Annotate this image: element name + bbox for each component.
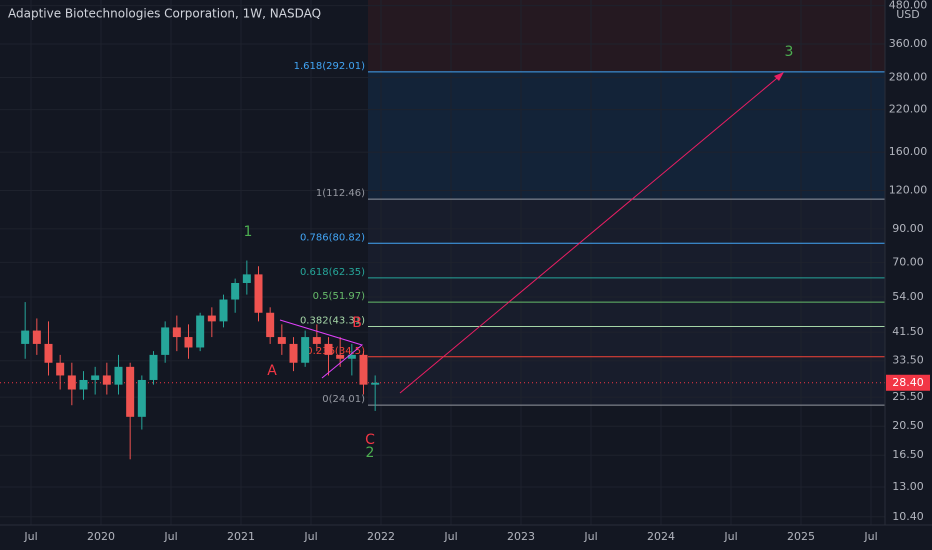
arrow-head: [774, 72, 784, 81]
y-tick-label: 33.50: [892, 354, 924, 367]
candle-body: [347, 354, 356, 359]
y-tick-label: 280.00: [889, 70, 928, 83]
candle-body: [172, 327, 181, 338]
candle-body: [289, 343, 298, 363]
wave-label: 1: [244, 224, 253, 240]
axes: 480.00 360.00 280.00 220.00 160.00 120.00 90.0…: [23, 0, 930, 543]
candle-body: [196, 315, 205, 348]
price-axis: [885, 0, 932, 525]
candle-body: [184, 337, 193, 348]
fib-label: 0.382(43.31): [300, 315, 365, 326]
candle-body: [371, 382, 380, 385]
candle-body: [102, 375, 111, 385]
y-tick-label: 160.00: [889, 145, 928, 158]
candle-body: [207, 315, 216, 322]
fib-label: 0.236(34.5): [306, 346, 365, 357]
y-tick-label: 90.00: [892, 222, 924, 235]
wave-label: 2: [366, 445, 375, 461]
y-tick-label: 54.00: [892, 290, 924, 303]
x-tick-label: 2025: [787, 530, 815, 543]
y-tick-label: 120.00: [889, 184, 928, 197]
candle-body: [254, 274, 263, 313]
candle-body: [242, 274, 251, 283]
fib-levels: 1.618(292.01) 1(112.46) 0.786(80.82) 0.618(…: [294, 61, 885, 406]
x-tick-label: Jul: [23, 530, 37, 543]
y-tick-label: 480.00: [889, 0, 928, 12]
fib-label: 0.618(62.35): [300, 267, 365, 278]
y-tick-label: 10.40: [892, 510, 924, 523]
candle-body: [56, 362, 65, 376]
chart-title: Adaptive Biotechnologies Corporation, 1W…: [8, 7, 321, 21]
candle-body: [79, 379, 88, 390]
candle-body: [277, 337, 286, 344]
candle-body: [312, 337, 321, 344]
x-tick-label: Jul: [723, 530, 737, 543]
x-tick-label: 2020: [87, 530, 115, 543]
candle-body: [32, 330, 41, 344]
candle-body: [301, 337, 310, 363]
x-tick-label: 2022: [367, 530, 395, 543]
candle-body: [114, 366, 123, 385]
triangle-upper: [279, 319, 364, 379]
candle-body: [161, 327, 170, 355]
y-tick-label: 360.00: [889, 37, 928, 50]
candles: [21, 260, 380, 460]
candle-body: [67, 375, 76, 390]
wave-labels: 1 2 3 A B C: [244, 44, 794, 461]
projection-arrow: [399, 73, 783, 394]
y-tick-label: 70.00: [892, 255, 924, 268]
x-tick-label: Jul: [583, 530, 597, 543]
fib-zone-top: [368, 0, 885, 72]
candle-body: [359, 354, 368, 385]
x-tick-label: 2021: [227, 530, 255, 543]
x-tick-label: Jul: [163, 530, 177, 543]
wave-label: C: [365, 432, 375, 448]
fib-label: 0.786(80.82): [300, 232, 365, 243]
candle-body: [219, 299, 228, 322]
y-tick-label: 220.00: [889, 103, 928, 116]
y-tick-label: 20.50: [892, 419, 924, 432]
x-tick-label: 2023: [507, 530, 535, 543]
fib-label: 1.618(292.01): [294, 61, 366, 72]
fib-label: 0(24.01): [322, 394, 365, 405]
candle-body: [336, 354, 345, 359]
x-tick-label: Jul: [443, 530, 457, 543]
x-tick-label: 2024: [647, 530, 675, 543]
candle-body: [91, 375, 100, 380]
wave-label: 3: [785, 44, 794, 60]
candle-body: [44, 343, 53, 363]
x-tick-label: Jul: [303, 530, 317, 543]
candle-body: [149, 354, 158, 380]
y-tick-label: 41.50: [892, 325, 924, 338]
y-tick-label: 13.00: [892, 480, 924, 493]
candle-body: [266, 312, 275, 338]
candle-body: [137, 379, 146, 417]
wave-label: A: [267, 363, 277, 379]
candle-body: [21, 330, 30, 344]
current-price-box: [886, 374, 930, 391]
candle-body: [324, 343, 333, 355]
fib-label: 1(112.46): [316, 188, 365, 199]
fib-label: 0.5(51.97): [313, 291, 365, 302]
currency: USD: [896, 8, 920, 21]
current-price-label: 28.40: [892, 376, 924, 389]
grid: [0, 0, 885, 525]
y-tick-label: 16.50: [892, 448, 924, 461]
wave-label: B: [352, 315, 362, 331]
candle-body: [126, 366, 135, 417]
y-tick-label: 25.50: [892, 390, 924, 403]
candle-body: [231, 282, 240, 300]
fib-zone-upper: [368, 72, 885, 200]
x-tick-label: Jul: [863, 530, 877, 543]
